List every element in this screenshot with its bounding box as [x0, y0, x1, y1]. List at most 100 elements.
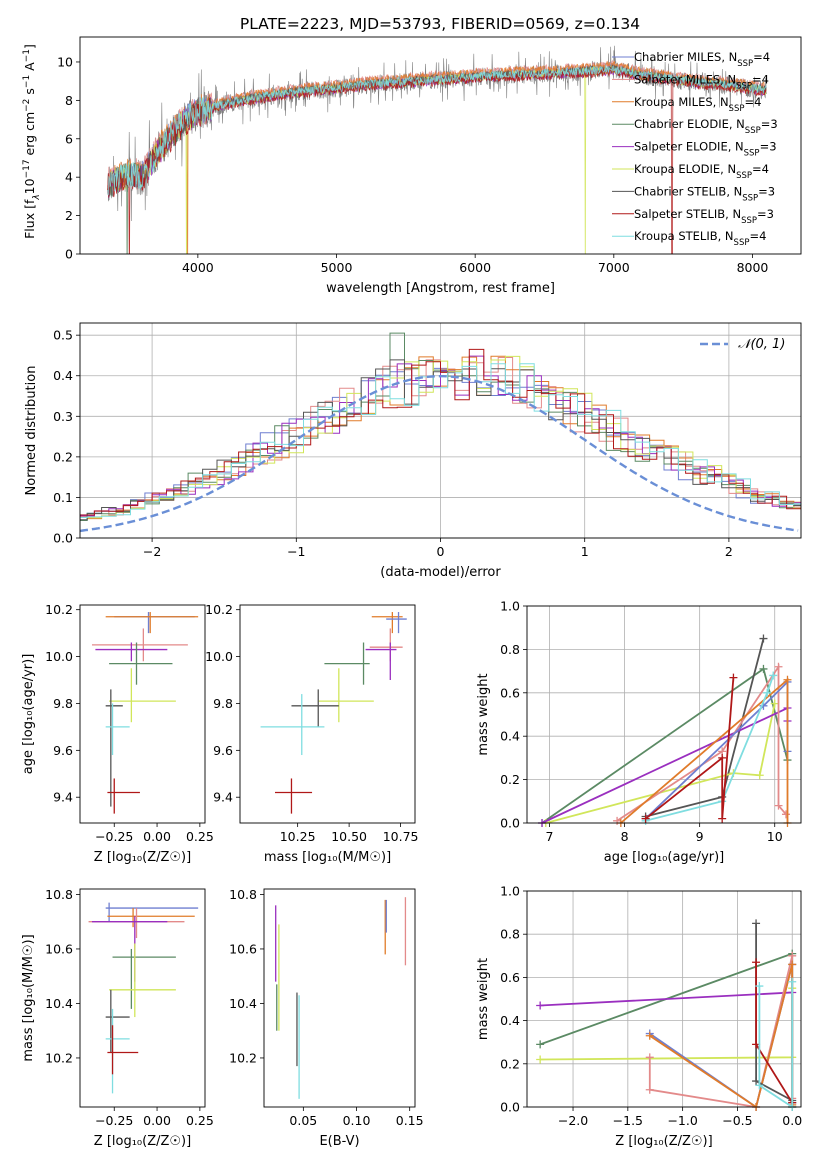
errorbar-point-0 — [114, 612, 195, 634]
ylabel-part: −17 — [22, 159, 32, 178]
ylabel-part: Flux [f — [22, 199, 37, 239]
weight-marker — [788, 960, 797, 969]
axes-frame — [79, 36, 802, 255]
weight-vs-metallicity-axes: −2.0 −1.5 −1.0 −0.5 0.0 0.0 0.2 0.4 0.6 0.8 1.0 Z [… — [476, 884, 802, 1150]
errorbar-point-0 — [105, 902, 199, 922]
legend-sub: SSP — [742, 193, 758, 203]
y-tick-label: 10.0 — [45, 649, 73, 664]
histogram-series-1 — [80, 357, 801, 520]
x-tick-label: 0.25 — [186, 1113, 214, 1128]
normal-distribution-curve — [80, 375, 799, 533]
axes-frame — [79, 322, 802, 539]
y-tick-label: 0.8 — [500, 927, 520, 942]
legend-entry-6: Chabrier STELIB, NSSP=3 — [634, 184, 775, 203]
x-tick-label: 0 — [437, 544, 445, 559]
y-axis-label: mass weight — [476, 673, 491, 755]
weight-marker — [536, 1040, 545, 1049]
ylabel-part: A — [22, 62, 37, 75]
y-tick-label: 6 — [65, 131, 73, 146]
legend-entry-normal: 𝒩(0, 1) — [738, 337, 785, 352]
x-axis-label: Z [log₁₀(Z/Z☉)] — [94, 1134, 191, 1149]
ylabel-part: 10 — [22, 178, 37, 194]
y-tick-label: 10.6 — [229, 941, 257, 956]
x-tick-label: 1 — [581, 544, 589, 559]
weight-marker — [759, 634, 768, 643]
x-tick-label: 0.10 — [343, 1113, 371, 1128]
weight-marker — [755, 982, 764, 991]
errorbar-point-8 — [107, 1025, 139, 1075]
weight-marker — [641, 814, 650, 823]
weight-marker — [783, 675, 792, 684]
errorbar-point-2 — [369, 628, 403, 662]
weight-marker — [763, 688, 772, 697]
x-tick-label: 10.25 — [280, 829, 316, 844]
axes-frame — [526, 605, 802, 824]
ylabel-part: ] — [22, 44, 37, 49]
x-tick-label: −2 — [143, 544, 161, 559]
y-tick-label: 10.8 — [45, 887, 73, 902]
weight-marker — [788, 951, 797, 960]
y-tick-label: 10.2 — [45, 602, 73, 617]
spectrum-axes: 4000 5000 6000 7000 8000 0 2 4 6 8 10 wavelength [A… — [18, 36, 802, 296]
weight-marker — [759, 664, 768, 673]
legend-sub: SSP — [741, 216, 757, 226]
errorbar-point-6 — [291, 689, 339, 727]
weight-marker — [769, 671, 778, 680]
errorbar-plot-area — [275, 897, 407, 1099]
weight-line-8 — [645, 677, 735, 820]
y-tick-label: 0.6 — [500, 685, 520, 700]
y-tick-label: 0.6 — [500, 970, 520, 985]
legend-text: Salpeter MILES, N — [634, 72, 736, 86]
histogram-series-5 — [80, 355, 801, 519]
x-axis-label: mass [log₁₀(M/M☉)] — [264, 850, 391, 865]
x-axis-label: E(B-V) — [319, 1134, 359, 1149]
legend-sub: SSP — [744, 149, 760, 159]
legend-tail: =4 — [752, 72, 769, 86]
legend-tail: =3 — [760, 140, 777, 154]
errorbar-point-7 — [105, 703, 130, 756]
y-tick-label: 0.0 — [500, 1100, 520, 1115]
errorbar-point-1 — [107, 908, 195, 928]
x-tick-label: 7 — [546, 829, 554, 844]
y-axis-label: mass [log₁₀(M/M☉)] — [21, 934, 36, 1061]
legend-entry-8: Kroupa STELIB, NSSP=4 — [634, 229, 766, 248]
legend-text: Chabrier STELIB, N — [634, 184, 742, 198]
weight-marker — [536, 1001, 545, 1010]
errorbar-point-5 — [109, 943, 176, 1018]
legend-entry-4: Salpeter ELODIE, NSSP=3 — [634, 140, 777, 159]
y-tick-label: 10.2 — [229, 1050, 257, 1065]
weight-plot-area — [536, 919, 797, 1111]
model-spectrum-line-8 — [107, 65, 767, 196]
axes-frame — [526, 890, 802, 1108]
x-tick-label: 6000 — [459, 260, 491, 275]
errorbar-point-5 — [318, 668, 374, 723]
x-tick-label: 0.00 — [143, 1113, 171, 1128]
weight-line-4 — [649, 964, 794, 1109]
x-tick-label: −2.0 — [558, 1113, 588, 1128]
weight-marker — [536, 1055, 545, 1064]
figure-title: PLATE=2223, MJD=53793, FIBERID=0569, z=0… — [240, 15, 640, 33]
errorbar-point-2 — [88, 908, 185, 939]
x-tick-label: 0.0 — [782, 1113, 802, 1128]
y-tick-label: 10.4 — [229, 996, 257, 1011]
weight-line-0 — [539, 952, 794, 1107]
errorbar-point-1 — [386, 612, 407, 634]
residuals-histogram-axes: −2 −1 0 1 2 0.0 0.1 0.2 0.3 0.4 0.5 (data-model)/er… — [24, 322, 802, 580]
weight-marker — [770, 699, 779, 708]
y-tick-label: 8 — [65, 93, 73, 108]
y-tick-label: 10.4 — [45, 996, 73, 1011]
ylabel-part: s — [22, 88, 37, 99]
y-tick-label: 10.8 — [229, 887, 257, 902]
legend-entry-0: Chabrier MILES, NSSP=4 — [634, 50, 770, 69]
weight-marker — [752, 919, 761, 928]
x-tick-label: 0.00 — [143, 829, 171, 844]
x-axis-label: Z [log₁₀(Z/Z☉)] — [94, 850, 191, 865]
model-spectrum-line-1 — [107, 59, 767, 190]
legend-tail: =3 — [757, 207, 774, 221]
legend-sub: SSP — [736, 81, 752, 91]
weight-marker — [788, 977, 797, 986]
legend-entry-2: Kroupa MILES, NSSP=4 — [634, 95, 761, 114]
x-tick-label: 10.75 — [383, 829, 419, 844]
axes-frame — [79, 604, 206, 824]
y-tick-label: 9.8 — [213, 696, 233, 711]
